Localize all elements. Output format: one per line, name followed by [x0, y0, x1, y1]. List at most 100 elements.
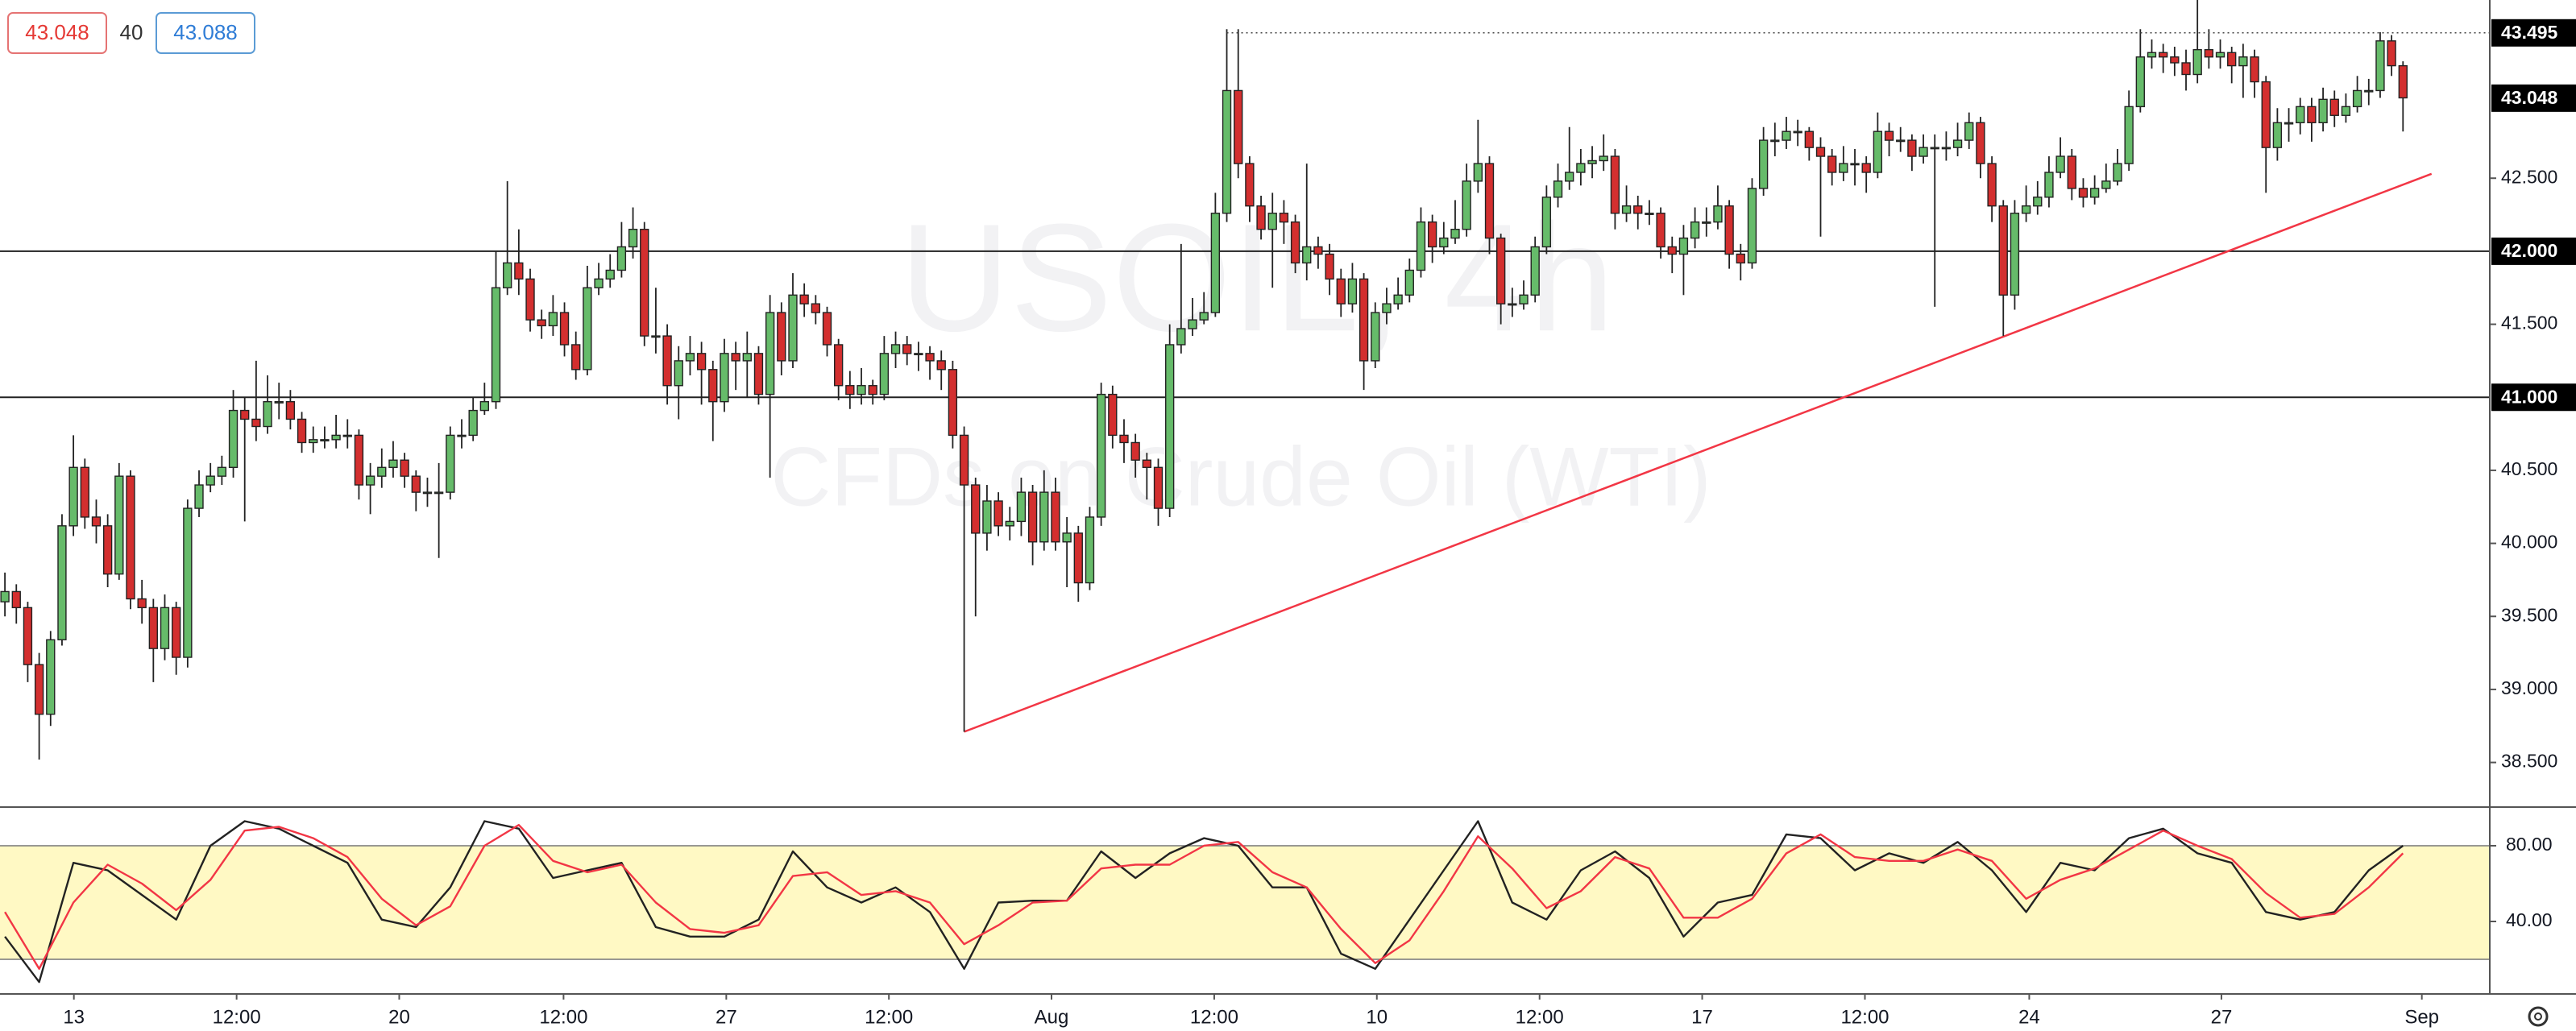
candle-body [160, 607, 170, 649]
y-tick-label: 38.500 [2501, 751, 2557, 772]
high-line-label-box [2491, 19, 2576, 47]
candle-body [2067, 155, 2076, 189]
candle-body [868, 385, 877, 395]
y-tick-label: 39.000 [2501, 677, 2557, 698]
candle-body [1907, 139, 1917, 157]
candle-body [2250, 56, 2259, 83]
candle-body [1850, 163, 1860, 166]
candle-body [1987, 163, 1997, 207]
candle-body [708, 369, 718, 403]
oscillator-line [4, 824, 2404, 970]
candle-body [1153, 466, 1164, 509]
candle-body [354, 434, 364, 486]
candle-body [2033, 197, 2043, 207]
oscillator-line [4, 820, 2404, 983]
candle-body [2341, 106, 2351, 116]
candle-body [1062, 532, 1072, 543]
gear[interactable] [2528, 1006, 2549, 1027]
candle-body [34, 664, 44, 715]
candle-body [1633, 205, 1643, 214]
x-tick-label: 17 [1691, 1006, 1713, 1028]
quote: 43.048 40 43.088 [7, 12, 255, 54]
watermark-subtitle: CFDs on Crude Oil (WTI) [770, 430, 1711, 524]
candle-body [1382, 303, 1392, 313]
candle-body [674, 360, 683, 387]
candle-body [1690, 221, 1700, 239]
candle-body [765, 312, 775, 395]
candle-body [137, 598, 147, 609]
x-tick-label: 24 [2018, 1006, 2040, 1028]
candle-body [890, 344, 901, 354]
bid-box[interactable] [7, 12, 107, 54]
candle-body [172, 607, 181, 658]
candle-body [205, 475, 215, 486]
candle-body [1267, 213, 1277, 230]
candle-body [1645, 213, 1654, 215]
candle-body [2284, 122, 2294, 125]
candle-body [446, 434, 455, 493]
candle-body [2227, 52, 2237, 67]
candle-body [1815, 147, 1826, 157]
candle-body [1359, 278, 1369, 362]
candle-body [23, 607, 33, 665]
candle-body [491, 287, 501, 403]
candle-body [1576, 163, 1586, 173]
candle-body [971, 484, 981, 534]
candle-body [993, 500, 1003, 527]
candle-body [571, 344, 581, 371]
candle-body [2078, 188, 2089, 198]
ask-box[interactable] [156, 12, 255, 54]
candle-body [2101, 180, 2111, 189]
x-tick-label: 12:00 [1840, 1006, 1889, 1028]
candle-body [2181, 62, 2191, 76]
candle-body [1919, 147, 1928, 157]
candle-body [240, 409, 250, 420]
candle-body [799, 294, 809, 304]
settings-icon[interactable] [2528, 1006, 2549, 1027]
candle-body [651, 335, 661, 338]
candle-body [1085, 516, 1095, 584]
oscillator-band [0, 846, 2490, 959]
candle-body [1484, 163, 1495, 239]
candle-body [1678, 237, 1689, 255]
candle-body [1416, 221, 1426, 271]
x-tick-label: 10 [1366, 1006, 1388, 1028]
last-price-label: 43.048 [2501, 87, 2558, 108]
candle-body [1005, 520, 1014, 527]
candle-body [1427, 221, 1437, 248]
candle-body [1861, 163, 1871, 173]
candle-body [662, 335, 672, 387]
candle-body [1302, 246, 1312, 264]
candle-body [331, 434, 341, 441]
candle-body [1142, 459, 1151, 468]
candle-body [1450, 229, 1460, 239]
y-tick-label: 39.500 [2501, 604, 2557, 625]
price-line-label-box [2491, 237, 2576, 265]
candle-body [731, 353, 740, 362]
candle-body [1119, 434, 1129, 444]
y-tick-label: 80.00 [2506, 834, 2553, 855]
candle-body [1016, 491, 1027, 523]
candle-body [1587, 159, 1597, 164]
bid: 43.048 [25, 20, 89, 44]
candle-body [902, 344, 912, 354]
candle-body [1108, 393, 1118, 437]
candle-body [365, 475, 375, 486]
x-tick-label: 20 [388, 1006, 410, 1028]
candle-body [1839, 163, 1848, 173]
candle-body [2113, 163, 2122, 182]
candle-body [811, 303, 820, 313]
candle-body [388, 459, 398, 468]
candle-body [559, 312, 570, 346]
candle-body [1702, 221, 1711, 224]
y-tick-label: 40.00 [2506, 909, 2553, 930]
x-tick-label: 12:00 [865, 1006, 913, 1028]
candle-body [1496, 237, 1506, 304]
price-line-label: 42.000 [2501, 240, 2557, 261]
candle-body [1770, 139, 1780, 143]
candle-body [1758, 139, 1769, 189]
high-line-label: 43.495 [2501, 22, 2558, 43]
candle-body [1541, 197, 1552, 248]
